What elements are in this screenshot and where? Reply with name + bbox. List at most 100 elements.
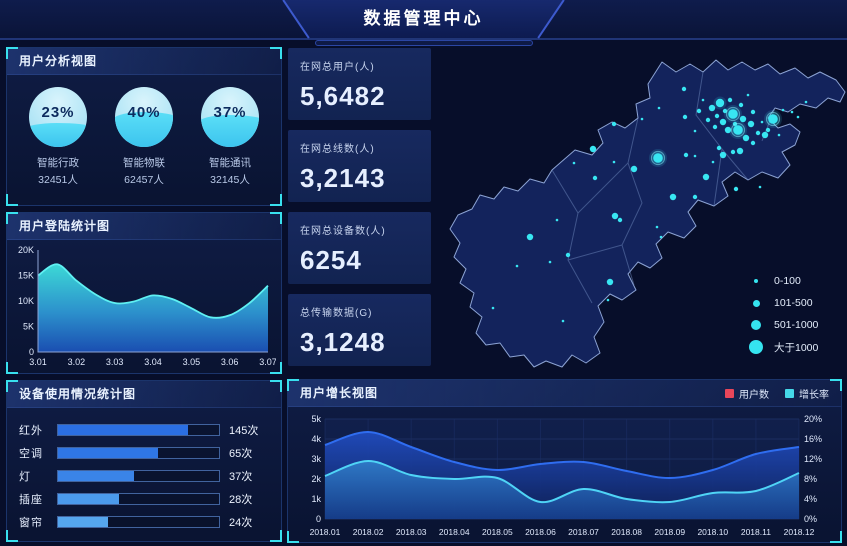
stat-card-total-data: 总传输数据(G) 3,1248 — [288, 294, 431, 366]
map-bubble — [617, 217, 623, 223]
map-bubble — [702, 173, 710, 181]
axis-tick-label: 0 — [316, 514, 321, 524]
map-bubble — [724, 126, 732, 134]
map-bubble — [701, 98, 705, 102]
axis-tick-label: 4k — [311, 434, 321, 444]
map-bubble — [730, 149, 736, 155]
map-bubble — [657, 106, 661, 110]
corner-bracket — [6, 47, 18, 59]
bar-label: 灯 — [19, 471, 31, 483]
legend-label: 用户数 — [739, 390, 769, 401]
axis-tick-label: 2018.05 — [482, 527, 513, 537]
bar-track — [57, 424, 220, 436]
bar-label: 插座 — [19, 494, 43, 506]
bar-row: 窗帘 24次 — [19, 512, 269, 532]
stat-value: 5,6482 — [300, 81, 386, 111]
axis-tick-label: 2018.07 — [568, 527, 599, 537]
growth-rate-area-series — [325, 460, 799, 519]
bar-track — [57, 493, 220, 505]
map-bubble — [758, 185, 762, 189]
map-bubble — [565, 252, 571, 258]
axis-tick-label: 1k — [311, 494, 321, 504]
axis-tick-label: 3.03 — [106, 357, 124, 367]
corner-bracket — [270, 530, 282, 542]
stat-label: 在网总用户(人) — [300, 62, 375, 73]
map-bubble — [750, 140, 756, 146]
corner-bracket — [270, 362, 282, 374]
corner-bracket — [270, 194, 282, 206]
growth-area-chart: 0 1k 2k 3k 4k 5k 0% 4% 8% 12% 16% 20% 2018.01 2018.02… — [310, 414, 822, 537]
panel-title-login-stats: 用户登陆统计图 — [7, 213, 281, 240]
corner-bracket — [6, 212, 18, 224]
map-bubble — [761, 131, 769, 139]
axis-tick-label: 2018.11 — [741, 527, 771, 537]
panel-user-growth: 用户增长视图 用户数 增长率 0 1k 2k 3k 4k 5k 0% 4% 8% 12% 16% 20… — [287, 379, 842, 543]
axis-tick-label: 5K — [23, 322, 34, 332]
liquid-gauge: 37% — [201, 87, 259, 147]
map-legend-item: 501-1000 — [748, 314, 818, 336]
map-bubble — [738, 102, 744, 108]
map-bubble — [606, 278, 614, 286]
bar-value: 24次 — [229, 517, 253, 529]
bar-value: 65次 — [229, 448, 253, 460]
axis-tick-label: 2k — [311, 474, 321, 484]
bar-row: 红外 145次 — [19, 420, 269, 440]
axis-tick-label: 12% — [804, 454, 822, 464]
device-bar-chart: 红外 145次 空调 65次灯 37次 插座 28次 窗帘 24次 — [7, 408, 281, 532]
map-legend-item: 大于1000 — [748, 336, 818, 358]
liquid-gauge: 40% — [115, 87, 173, 147]
stat-value: 3,1248 — [300, 327, 386, 357]
gauge-count: 32451人 — [38, 173, 78, 186]
bubble-size-icon — [753, 299, 760, 307]
corner-bracket — [6, 530, 18, 542]
liquid-gauge: 23% — [29, 87, 87, 147]
bar-track — [57, 447, 220, 459]
bar-label: 空调 — [19, 448, 43, 460]
axis-tick-label: 2018.02 — [353, 527, 384, 537]
map-bubble — [747, 120, 755, 128]
map-inner-borders — [551, 71, 776, 304]
map-bubble — [712, 124, 718, 130]
bar-value: 37次 — [229, 471, 253, 483]
legend-item-growth-rate[interactable]: 增长率 — [785, 386, 829, 401]
login-area-series — [38, 264, 268, 352]
axis-tick-label: 2018.03 — [396, 527, 427, 537]
bar-track — [57, 470, 220, 482]
axis-tick-label: 20% — [804, 414, 822, 424]
corner-bracket — [830, 379, 842, 391]
legend-swatch-users — [725, 389, 734, 398]
map-bubble — [755, 130, 761, 136]
bar-row: 灯 37次 — [19, 466, 269, 486]
axis-tick-label: 3.05 — [183, 357, 201, 367]
stat-value: 3,2143 — [300, 163, 386, 193]
province-bubble-map — [449, 59, 846, 368]
map-bubble — [548, 260, 552, 264]
map-bubble — [728, 109, 738, 119]
panel-title-device-usage: 设备使用情况统计图 — [7, 381, 281, 408]
legend-label: 增长率 — [799, 390, 829, 401]
map-bubble — [716, 145, 722, 151]
axis-tick-label: 10K — [18, 296, 34, 306]
map-bubble — [804, 100, 808, 104]
axis-tick-label: 16% — [804, 434, 822, 444]
gauge-count: 62457人 — [124, 173, 164, 186]
map-bubble — [630, 165, 638, 173]
bar-fill — [58, 471, 134, 481]
corner-bracket — [287, 531, 299, 543]
gauge-liquid — [201, 115, 259, 147]
gauge-smart-comm: 37% 智能通讯 32145人 — [189, 87, 271, 187]
map-bubble — [572, 161, 576, 165]
map-bubble — [526, 233, 534, 241]
map-bubble — [659, 235, 663, 239]
map-bubble — [683, 152, 689, 158]
map-bubble — [681, 86, 687, 92]
legend-item-users[interactable]: 用户数 — [725, 386, 769, 401]
map-bubble — [589, 145, 597, 153]
axis-tick-label: 20K — [18, 245, 34, 255]
map-legend-label: 101-500 — [774, 297, 813, 309]
map-bubble — [711, 160, 715, 164]
map-legend-label: 大于1000 — [774, 341, 819, 354]
map-bubble — [733, 125, 743, 135]
bubble-size-icon — [754, 279, 758, 283]
stat-label: 在网总设备数(人) — [300, 226, 386, 237]
